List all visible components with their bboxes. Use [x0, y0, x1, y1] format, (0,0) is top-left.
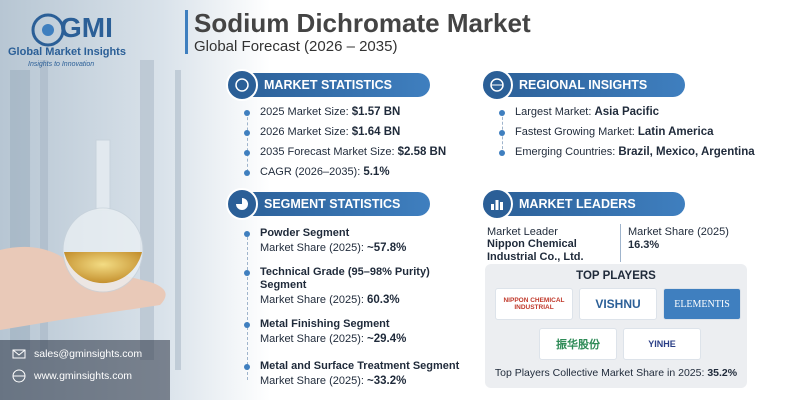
stat-value: Asia Pacific	[594, 106, 660, 118]
section-header: MARKET LEADERS	[481, 188, 685, 220]
brand-tagline: Insights to Innovation	[28, 61, 95, 68]
stat-label: 2035 Forecast Market Size:	[260, 146, 395, 158]
bullet-dot	[244, 364, 250, 370]
section-header: SEGMENT STATISTICS	[226, 188, 430, 220]
brand-icon	[31, 13, 65, 47]
market-stat: 2026 Market Size: $1.64 BN	[260, 126, 400, 138]
segment-share: Market Share (2025): ~29.4%	[260, 333, 406, 345]
section-title: REGIONAL INSIGHTS	[519, 78, 648, 92]
stat-label: Fastest Growing Market:	[515, 126, 635, 138]
top-players-title: TOP PLAYERS	[576, 270, 656, 282]
bullet-dot	[244, 231, 250, 237]
player-logo: VISHNU	[579, 288, 657, 320]
stat-label: 2026 Market Size:	[260, 126, 349, 138]
bullet-dot	[244, 270, 250, 276]
top-players-panel	[485, 264, 747, 388]
connector	[247, 112, 248, 172]
web-icon	[12, 369, 26, 383]
regional-insight: Emerging Countries: Brazil, Mexico, Arge…	[515, 146, 755, 158]
section-icon	[481, 188, 513, 220]
mail-icon	[12, 349, 26, 359]
subtitle: Global Forecast (2026 – 2035)	[194, 38, 398, 55]
section-icon	[226, 69, 258, 101]
stat-value: ~57.8%	[367, 242, 407, 254]
bullet-dot	[499, 150, 505, 156]
bullet-dot	[244, 110, 250, 116]
segment-share: Market Share (2025): ~57.8%	[260, 242, 406, 254]
stat-value: 5.1%	[363, 166, 390, 178]
player-logo: ELEMENTIS	[663, 288, 741, 320]
section-header: REGIONAL INSIGHTS	[481, 69, 685, 101]
section-icon	[226, 188, 258, 220]
regional-insight: Largest Market: Asia Pacific	[515, 106, 659, 118]
bullet-dot	[244, 150, 250, 156]
stat-label: Largest Market:	[515, 106, 592, 118]
stat-label: Emerging Countries:	[515, 146, 616, 158]
stat-label: Market Share (2025):	[260, 333, 364, 345]
section-icon	[481, 69, 513, 101]
section-title: MARKET LEADERS	[519, 197, 636, 211]
stat-label: 2025 Market Size:	[260, 106, 349, 118]
segment-name: Technical Grade (95–98% Purity) Segment	[260, 266, 430, 291]
title: Sodium Dichromate Market	[194, 8, 531, 38]
player-logo: YINHE	[623, 328, 701, 360]
player-logo: NIPPON CHEMICAL INDUSTRIAL	[495, 288, 573, 320]
contact-panel	[0, 340, 170, 400]
segment-name: Metal Finishing Segment	[260, 318, 390, 330]
segment-name: Powder Segment	[260, 227, 350, 239]
segment-share: Market Share (2025): ~33.2%	[260, 375, 406, 387]
title-bar	[185, 10, 188, 54]
stat-value: $2.58 BN	[397, 146, 447, 158]
collective-share: Top Players Collective Market Share in 2…	[485, 367, 747, 379]
stat-value: 60.3%	[367, 294, 400, 306]
divider	[620, 224, 621, 262]
stat-value: Brazil, Mexico, Argentina	[618, 146, 755, 158]
market-stat: CAGR (2026–2035): 5.1%	[260, 166, 390, 178]
stat-value: ~33.2%	[367, 375, 407, 387]
player-logo: 振华股份	[539, 328, 617, 360]
share-label: Market Share (2025)	[628, 226, 729, 238]
leader-name: Nippon Chemical Industrial Co., Ltd.	[487, 238, 584, 263]
leader-label: Market Leader	[487, 226, 558, 238]
contact-email[interactable]: sales@gminsights.com	[34, 348, 143, 360]
market-stat: 2035 Forecast Market Size: $2.58 BN	[260, 146, 446, 158]
segment-share: Market Share (2025): 60.3%	[260, 294, 400, 306]
brand-name: Global Market Insights	[8, 46, 126, 58]
contact-website[interactable]: www.gminsights.com	[34, 370, 133, 382]
section-title: MARKET STATISTICS	[264, 78, 393, 92]
market-stat: 2025 Market Size: $1.57 BN	[260, 106, 400, 118]
collective-label: Top Players Collective Market Share in 2…	[494, 367, 705, 379]
bullet-dot	[244, 322, 250, 328]
lab-photo	[0, 0, 270, 400]
collective-value: 35.2%	[707, 367, 738, 379]
stat-label: Market Share (2025):	[260, 242, 364, 254]
bullet-dot	[499, 130, 505, 136]
bullet-dot	[499, 110, 505, 116]
connector	[247, 232, 248, 380]
stat-value: Latin America	[637, 126, 714, 138]
section-header: MARKET STATISTICS	[226, 69, 430, 101]
section-title: SEGMENT STATISTICS	[264, 197, 401, 211]
stat-label: Market Share (2025):	[260, 294, 364, 306]
share-value: 16.3%	[628, 239, 660, 251]
regional-insight: Fastest Growing Market: Latin America	[515, 126, 714, 138]
stat-value: $1.64 BN	[351, 126, 401, 138]
stat-label: CAGR (2026–2035):	[260, 166, 361, 178]
stat-value: ~29.4%	[367, 333, 407, 345]
bullet-dot	[244, 130, 250, 136]
segment-name: Metal and Surface Treatment Segment	[260, 360, 460, 372]
bullet-dot	[244, 170, 250, 176]
stat-value: $1.57 BN	[351, 106, 401, 118]
brand-logo: GMI	[60, 12, 113, 43]
stat-label: Market Share (2025):	[260, 375, 364, 387]
